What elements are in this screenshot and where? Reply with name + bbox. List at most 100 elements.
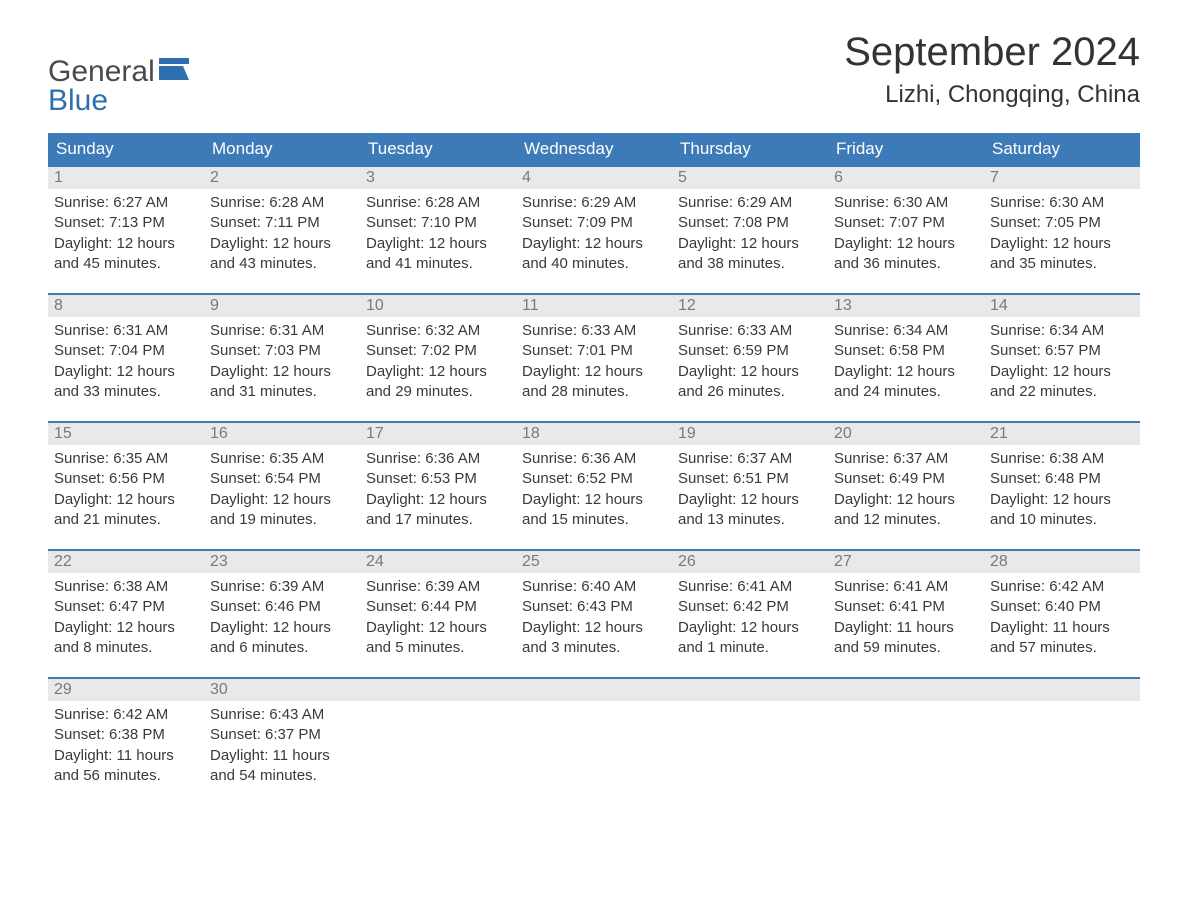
daylight-line: Daylight: 12 hours and 12 minutes. bbox=[834, 490, 978, 531]
sunrise-line: Sunrise: 6:29 AM bbox=[678, 193, 822, 213]
daylight-line: Daylight: 12 hours and 8 minutes. bbox=[54, 618, 198, 659]
weekday-header: Thursday bbox=[672, 133, 828, 165]
sunset-line: Sunset: 6:58 PM bbox=[834, 341, 978, 361]
logo-text-blue: Blue bbox=[48, 87, 155, 116]
weekday-header-row: SundayMondayTuesdayWednesdayThursdayFrid… bbox=[48, 133, 1140, 165]
weekday-header: Wednesday bbox=[516, 133, 672, 165]
sunset-line: Sunset: 7:01 PM bbox=[522, 341, 666, 361]
calendar-row: 29Sunrise: 6:42 AMSunset: 6:38 PMDayligh… bbox=[48, 677, 1140, 805]
daylight-line: Daylight: 12 hours and 31 minutes. bbox=[210, 362, 354, 403]
day-details: Sunrise: 6:35 AMSunset: 6:54 PMDaylight:… bbox=[204, 445, 360, 540]
flag-icon bbox=[159, 58, 189, 85]
day-number: 30 bbox=[204, 679, 360, 701]
calendar-cell: 15Sunrise: 6:35 AMSunset: 6:56 PMDayligh… bbox=[48, 421, 204, 549]
daylight-line: Daylight: 12 hours and 36 minutes. bbox=[834, 234, 978, 275]
calendar-cell: 16Sunrise: 6:35 AMSunset: 6:54 PMDayligh… bbox=[204, 421, 360, 549]
sunset-line: Sunset: 6:47 PM bbox=[54, 597, 198, 617]
sunrise-line: Sunrise: 6:40 AM bbox=[522, 577, 666, 597]
day-number: 21 bbox=[984, 423, 1140, 445]
calendar-cell: 7Sunrise: 6:30 AMSunset: 7:05 PMDaylight… bbox=[984, 165, 1140, 293]
sunset-line: Sunset: 7:08 PM bbox=[678, 213, 822, 233]
calendar-cell: 8Sunrise: 6:31 AMSunset: 7:04 PMDaylight… bbox=[48, 293, 204, 421]
day-details: Sunrise: 6:42 AMSunset: 6:38 PMDaylight:… bbox=[48, 701, 204, 796]
day-details: Sunrise: 6:31 AMSunset: 7:04 PMDaylight:… bbox=[48, 317, 204, 412]
calendar-table: SundayMondayTuesdayWednesdayThursdayFrid… bbox=[48, 133, 1140, 805]
day-number: 3 bbox=[360, 167, 516, 189]
daylight-line: Daylight: 11 hours and 59 minutes. bbox=[834, 618, 978, 659]
calendar-body: 1Sunrise: 6:27 AMSunset: 7:13 PMDaylight… bbox=[48, 165, 1140, 805]
weekday-header: Monday bbox=[204, 133, 360, 165]
header: General Blue September 2024 Lizhi, Chong… bbox=[48, 30, 1140, 115]
day-number bbox=[828, 679, 984, 701]
day-number: 15 bbox=[48, 423, 204, 445]
calendar-cell: 25Sunrise: 6:40 AMSunset: 6:43 PMDayligh… bbox=[516, 549, 672, 677]
calendar-cell: 9Sunrise: 6:31 AMSunset: 7:03 PMDaylight… bbox=[204, 293, 360, 421]
daylight-line: Daylight: 12 hours and 41 minutes. bbox=[366, 234, 510, 275]
calendar-cell bbox=[984, 677, 1140, 805]
sunset-line: Sunset: 7:11 PM bbox=[210, 213, 354, 233]
day-number: 29 bbox=[48, 679, 204, 701]
sunrise-line: Sunrise: 6:42 AM bbox=[990, 577, 1134, 597]
sunset-line: Sunset: 6:51 PM bbox=[678, 469, 822, 489]
daylight-line: Daylight: 12 hours and 28 minutes. bbox=[522, 362, 666, 403]
sunrise-line: Sunrise: 6:34 AM bbox=[990, 321, 1134, 341]
calendar-cell: 22Sunrise: 6:38 AMSunset: 6:47 PMDayligh… bbox=[48, 549, 204, 677]
day-details: Sunrise: 6:38 AMSunset: 6:48 PMDaylight:… bbox=[984, 445, 1140, 540]
day-number: 13 bbox=[828, 295, 984, 317]
calendar-row: 1Sunrise: 6:27 AMSunset: 7:13 PMDaylight… bbox=[48, 165, 1140, 293]
daylight-line: Daylight: 12 hours and 45 minutes. bbox=[54, 234, 198, 275]
daylight-line: Daylight: 12 hours and 43 minutes. bbox=[210, 234, 354, 275]
calendar-cell: 6Sunrise: 6:30 AMSunset: 7:07 PMDaylight… bbox=[828, 165, 984, 293]
sunset-line: Sunset: 6:41 PM bbox=[834, 597, 978, 617]
day-details: Sunrise: 6:34 AMSunset: 6:58 PMDaylight:… bbox=[828, 317, 984, 412]
calendar-cell: 21Sunrise: 6:38 AMSunset: 6:48 PMDayligh… bbox=[984, 421, 1140, 549]
sunset-line: Sunset: 6:48 PM bbox=[990, 469, 1134, 489]
day-number: 2 bbox=[204, 167, 360, 189]
title-block: September 2024 Lizhi, Chongqing, China bbox=[844, 30, 1140, 109]
sunset-line: Sunset: 6:52 PM bbox=[522, 469, 666, 489]
calendar-cell: 2Sunrise: 6:28 AMSunset: 7:11 PMDaylight… bbox=[204, 165, 360, 293]
calendar-cell: 10Sunrise: 6:32 AMSunset: 7:02 PMDayligh… bbox=[360, 293, 516, 421]
sunrise-line: Sunrise: 6:41 AM bbox=[834, 577, 978, 597]
day-details: Sunrise: 6:43 AMSunset: 6:37 PMDaylight:… bbox=[204, 701, 360, 796]
calendar-cell bbox=[672, 677, 828, 805]
day-number: 9 bbox=[204, 295, 360, 317]
sunset-line: Sunset: 6:53 PM bbox=[366, 469, 510, 489]
daylight-line: Daylight: 12 hours and 10 minutes. bbox=[990, 490, 1134, 531]
calendar-cell: 18Sunrise: 6:36 AMSunset: 6:52 PMDayligh… bbox=[516, 421, 672, 549]
day-number: 22 bbox=[48, 551, 204, 573]
daylight-line: Daylight: 12 hours and 33 minutes. bbox=[54, 362, 198, 403]
sunset-line: Sunset: 6:42 PM bbox=[678, 597, 822, 617]
daylight-line: Daylight: 12 hours and 19 minutes. bbox=[210, 490, 354, 531]
sunrise-line: Sunrise: 6:35 AM bbox=[54, 449, 198, 469]
calendar-cell: 19Sunrise: 6:37 AMSunset: 6:51 PMDayligh… bbox=[672, 421, 828, 549]
day-details: Sunrise: 6:39 AMSunset: 6:44 PMDaylight:… bbox=[360, 573, 516, 668]
sunrise-line: Sunrise: 6:29 AM bbox=[522, 193, 666, 213]
sunrise-line: Sunrise: 6:36 AM bbox=[522, 449, 666, 469]
sunset-line: Sunset: 7:02 PM bbox=[366, 341, 510, 361]
day-number bbox=[672, 679, 828, 701]
daylight-line: Daylight: 12 hours and 1 minute. bbox=[678, 618, 822, 659]
daylight-line: Daylight: 12 hours and 13 minutes. bbox=[678, 490, 822, 531]
sunset-line: Sunset: 6:59 PM bbox=[678, 341, 822, 361]
sunrise-line: Sunrise: 6:38 AM bbox=[990, 449, 1134, 469]
sunrise-line: Sunrise: 6:31 AM bbox=[54, 321, 198, 341]
sunset-line: Sunset: 7:03 PM bbox=[210, 341, 354, 361]
day-number: 17 bbox=[360, 423, 516, 445]
day-number: 5 bbox=[672, 167, 828, 189]
day-number: 23 bbox=[204, 551, 360, 573]
day-details: Sunrise: 6:28 AMSunset: 7:10 PMDaylight:… bbox=[360, 189, 516, 284]
calendar-cell: 4Sunrise: 6:29 AMSunset: 7:09 PMDaylight… bbox=[516, 165, 672, 293]
sunset-line: Sunset: 6:56 PM bbox=[54, 469, 198, 489]
daylight-line: Daylight: 11 hours and 57 minutes. bbox=[990, 618, 1134, 659]
day-number: 14 bbox=[984, 295, 1140, 317]
daylight-line: Daylight: 12 hours and 3 minutes. bbox=[522, 618, 666, 659]
daylight-line: Daylight: 12 hours and 40 minutes. bbox=[522, 234, 666, 275]
day-number: 19 bbox=[672, 423, 828, 445]
calendar-cell bbox=[828, 677, 984, 805]
daylight-line: Daylight: 12 hours and 35 minutes. bbox=[990, 234, 1134, 275]
sunrise-line: Sunrise: 6:42 AM bbox=[54, 705, 198, 725]
daylight-line: Daylight: 12 hours and 38 minutes. bbox=[678, 234, 822, 275]
day-details: Sunrise: 6:39 AMSunset: 6:46 PMDaylight:… bbox=[204, 573, 360, 668]
calendar-cell: 17Sunrise: 6:36 AMSunset: 6:53 PMDayligh… bbox=[360, 421, 516, 549]
